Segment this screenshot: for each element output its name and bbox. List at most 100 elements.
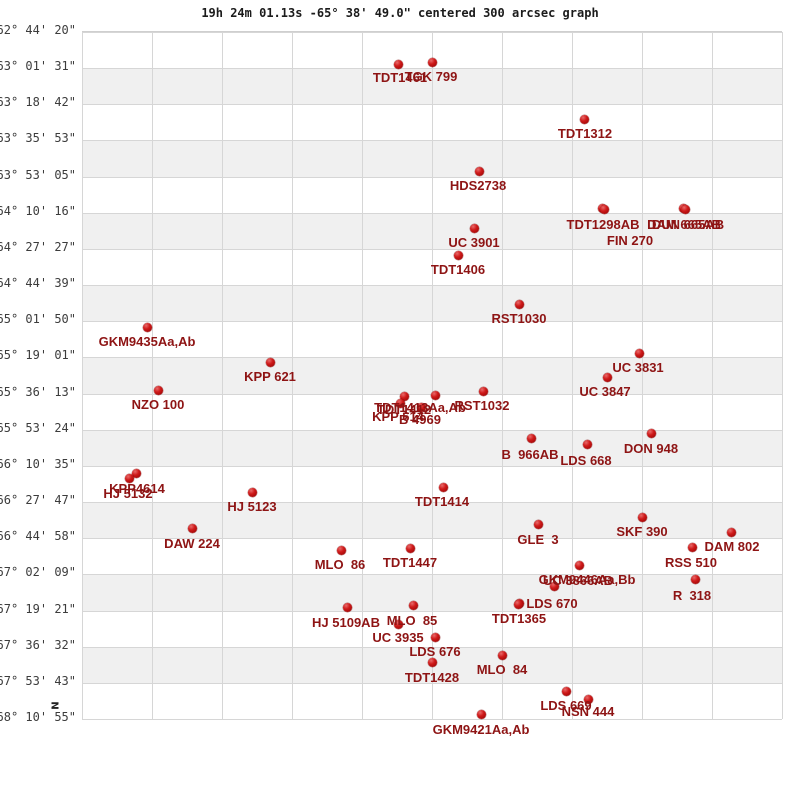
- star-label: KPP 621: [244, 369, 296, 384]
- horizontal-gridline: [82, 719, 782, 720]
- star-label: UC 3866AB: [542, 573, 614, 588]
- star-label: MLO 84: [476, 662, 528, 677]
- star-point: [265, 357, 275, 367]
- star-label: NZO 100: [131, 397, 185, 412]
- star-label: RSS 510: [664, 555, 718, 570]
- star-point: [427, 657, 437, 667]
- star-point: [474, 166, 484, 176]
- star-point: [514, 299, 524, 309]
- star-point: [131, 468, 141, 478]
- star-label: NSN 444: [561, 704, 615, 719]
- star-label: UC 3935: [372, 630, 424, 645]
- vertical-gridline: [712, 32, 713, 719]
- star-label: MLO 85: [386, 613, 438, 628]
- star-point: [513, 599, 523, 609]
- star-point: [602, 372, 612, 382]
- y-axis-tick-label: -62° 44' 20": [0, 23, 76, 37]
- star-label: LDS 669: [540, 698, 592, 713]
- star-label: TDT1413Aa,Ab: [374, 400, 466, 415]
- star-label: GLE 3: [517, 532, 559, 547]
- y-axis-tick-label: -65° 36' 13": [0, 384, 76, 399]
- star-point: [680, 204, 690, 214]
- star-point: [574, 560, 584, 570]
- star-label: GKM9435Aa,Ab: [98, 334, 196, 349]
- chart-title: 19h 24m 01.13s -65° 38' 49.0" centered 3…: [201, 6, 599, 20]
- star-point: [582, 439, 592, 449]
- star-label: TDT1461: [372, 70, 428, 85]
- star-point: [438, 482, 448, 492]
- star-label: LDS 676: [409, 644, 461, 659]
- star-label: TDT1298AB: [566, 217, 640, 232]
- star-label: R 318: [672, 588, 712, 603]
- star-label: B 4969: [399, 412, 441, 427]
- vertical-gridline: [362, 32, 363, 719]
- y-axis-tick-label: -67° 02' 09": [0, 565, 76, 580]
- y-axis-tick-label: -68° 10' 55": [0, 710, 76, 724]
- star-point: [342, 602, 352, 612]
- star-label: TDT1447: [382, 555, 438, 570]
- y-axis-tick-label: -64° 10' 16": [0, 203, 76, 218]
- star-label: LDS 668: [560, 453, 612, 468]
- star-label: B 966AB: [501, 447, 559, 462]
- vertical-gridline: [502, 32, 503, 719]
- star-label: HJ 5109AB: [312, 615, 380, 630]
- star-point: [393, 619, 403, 629]
- star-point: [549, 581, 559, 591]
- y-axis-tick-label: -63° 35' 53": [0, 131, 76, 146]
- star-label: RST1032: [454, 398, 510, 413]
- y-axis-tick-label: -66° 27' 47": [0, 493, 76, 508]
- y-axis-tick-label: -64° 44' 39": [0, 276, 76, 291]
- y-axis-tick-label: -64° 27' 27": [0, 239, 76, 254]
- vertical-gridline: [222, 32, 223, 719]
- star-label: DUN 665AB: [651, 217, 725, 232]
- star-label: MLO 86: [314, 557, 366, 572]
- star-label: DON 948: [623, 441, 679, 456]
- star-label: TDT1365: [491, 611, 547, 626]
- star-label: UC 3847: [579, 384, 631, 399]
- vertical-gridline: [292, 32, 293, 719]
- star-label: TDT1428: [404, 670, 460, 685]
- vertical-gridline: [572, 32, 573, 719]
- star-point: [646, 428, 656, 438]
- star-point: [124, 473, 134, 483]
- y-axis-tick-label: -65° 01' 50": [0, 312, 76, 327]
- star-label: KPP4614: [109, 481, 165, 496]
- y-axis-tick-label: -67° 53' 43": [0, 673, 76, 688]
- star-label: DAM 802: [704, 539, 760, 554]
- star-point: [579, 114, 589, 124]
- y-axis-tick-label: -67° 36' 32": [0, 637, 76, 652]
- star-label: RST1030: [491, 311, 547, 326]
- star-label: TDT1312: [557, 126, 613, 141]
- y-axis-tick-label: -63° 18' 42": [0, 95, 76, 110]
- star-label: HJ 5123: [227, 499, 277, 514]
- vertical-gridline: [152, 32, 153, 719]
- star-point: [583, 694, 593, 704]
- star-label: KPP 614: [372, 409, 424, 424]
- y-axis-tick-label: -66° 44' 58": [0, 529, 76, 544]
- star-point: [533, 519, 543, 529]
- star-point: [726, 527, 736, 537]
- star-point: [336, 545, 346, 555]
- star-point: [408, 600, 418, 610]
- star-label: GKM9421Aa,Ab: [432, 722, 530, 737]
- star-point: [561, 686, 571, 696]
- star-point: [469, 223, 479, 233]
- star-label: HJ 5132: [103, 486, 153, 501]
- plot-area: [82, 31, 783, 720]
- vertical-gridline: [782, 32, 783, 719]
- star-point: [637, 512, 647, 522]
- star-point: [393, 59, 403, 69]
- star-label: SKF 390: [616, 524, 668, 539]
- vertical-gridline: [642, 32, 643, 719]
- north-indicator: N: [48, 701, 60, 710]
- star-label: HDS2738: [449, 178, 507, 193]
- star-point: [142, 322, 152, 332]
- vertical-gridline: [432, 32, 433, 719]
- star-point: [427, 57, 437, 67]
- star-point: [405, 543, 415, 553]
- star-point: [399, 391, 409, 401]
- y-axis-tick-label: -63° 53' 05": [0, 167, 76, 182]
- star-point: [526, 433, 536, 443]
- star-point: [247, 487, 257, 497]
- star-label: LDS 670: [526, 596, 578, 611]
